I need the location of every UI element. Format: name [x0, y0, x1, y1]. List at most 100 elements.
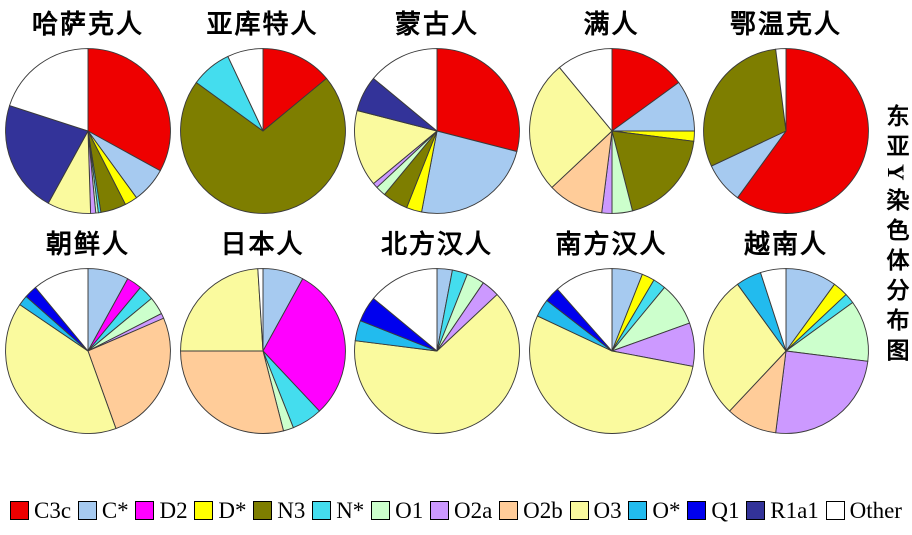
pie-row-1: 哈萨克人 亚库特人 蒙古人 满人 鄂温克人 [0, 4, 874, 216]
legend: C3c C* D2 D* N3 N* O1 O2a O2b O3 O* Q1 R1a1 Other [0, 493, 912, 527]
legend-item-O*: O* [628, 499, 681, 522]
pie-slice-O2b [179, 350, 284, 434]
pie-slice-Other [373, 268, 438, 352]
legend-swatch-D2 [135, 500, 155, 520]
pie-slice-N3 [611, 130, 694, 212]
legend-label: N* [336, 497, 365, 523]
pie-title: 鄂温克人 [729, 10, 842, 39]
pie-title: 蒙古人 [394, 10, 479, 39]
figure-vertical-title: 东亚Y染色体分布图 [883, 104, 908, 368]
pie-cell-korean: 朝鲜人 [2, 224, 174, 436]
pie-chart-vietnamese [703, 268, 869, 434]
legend-swatch-O3 [569, 500, 589, 520]
legend-swatch-N* [312, 500, 332, 520]
legend-label: O2b [523, 497, 563, 523]
legend-label: D* [218, 497, 247, 523]
legend-item-R1a1: R1a1 [746, 499, 819, 522]
pie-title: 亚库特人 [206, 10, 319, 39]
pie-title: 南方汉人 [555, 230, 668, 259]
legend-label: D2 [159, 497, 188, 523]
legend-label: N3 [277, 497, 306, 523]
pie-slice-O3 [5, 304, 117, 434]
pie-slice-N3 [179, 77, 346, 214]
pie-slice-O1 [785, 302, 869, 362]
pie-slice-O2a [775, 350, 869, 434]
pie-slice-O3 [528, 315, 693, 434]
legend-swatch-Other [825, 500, 845, 520]
legend-swatch-N3 [253, 500, 273, 520]
pie-slice-C3c [87, 48, 171, 172]
pie-cell-mongol: 蒙古人 [351, 4, 523, 216]
pie-chart-mongol [354, 48, 520, 214]
legend-item-C3c: C3c [10, 499, 71, 522]
legend-label: O3 [593, 497, 622, 523]
pie-cell-kazakh: 哈萨克人 [2, 4, 174, 216]
legend-swatch-O1 [371, 500, 391, 520]
pie-chart-kazakh [5, 48, 171, 214]
pie-slice-C3c [611, 48, 679, 132]
legend-item-D2: D2 [135, 497, 188, 523]
legend-label: O1 [395, 497, 424, 523]
pie-title: 满人 [583, 10, 640, 39]
legend-swatch-C3c [10, 500, 29, 520]
legend-label: C3c [34, 497, 72, 523]
pie-chart-korean [5, 268, 171, 434]
pie-slice-O3 [703, 283, 787, 412]
pie-chart-evenk [703, 48, 869, 214]
pie-row-2: 朝鲜人 日本人 北方汉人 南方汉人 越南人 [0, 224, 874, 436]
pie-slice-C3c [436, 48, 520, 152]
legend-swatch-O2b [499, 500, 519, 520]
pie-slice-Other [9, 48, 89, 132]
legend-item-O2a: O2a [430, 499, 492, 522]
pie-slice-R1a1 [5, 105, 89, 204]
pie-slice-Other [34, 268, 89, 352]
legend-item-O1: O1 [371, 499, 423, 522]
pie-slice-Other [558, 48, 612, 132]
legend-item-D*: D* [194, 497, 247, 523]
legend-item-N*: N* [312, 499, 364, 522]
pie-slice-Other [256, 268, 263, 352]
pie-chart-manchu [528, 48, 695, 214]
legend-label: C* [101, 497, 129, 523]
legend-swatch-C* [77, 500, 97, 520]
legend-item-Q1: Q1 [687, 499, 739, 522]
pie-slice-O2b [87, 317, 171, 430]
pie-slice-O3 [354, 110, 438, 185]
pie-slice-Other [373, 48, 438, 132]
pie-slice-Other [760, 268, 787, 352]
legend-swatch-O2a [430, 500, 449, 520]
pie-title: 越南人 [743, 230, 828, 259]
pie-slice-Other [226, 48, 263, 132]
pie-slice-C3c [262, 48, 327, 132]
pie-title: 日本人 [220, 230, 305, 259]
legend-label: Other [849, 497, 902, 523]
pie-slice-Other [556, 268, 612, 352]
pie-cell-southern-han: 南方汉人 [526, 224, 698, 436]
pie-title: 哈萨克人 [31, 10, 144, 39]
pie-slice-Other [775, 48, 787, 132]
pie-cell-northern-han: 北方汉人 [351, 224, 523, 436]
legend-swatch-D* [194, 500, 214, 520]
pie-cell-yakut: 亚库特人 [177, 4, 349, 216]
legend-label: Q1 [711, 497, 740, 523]
pie-cell-vietnamese: 越南人 [700, 224, 872, 436]
legend-swatch-R1a1 [746, 500, 766, 520]
pie-cell-evenk: 鄂温克人 [700, 4, 872, 216]
pie-chart-yakut [179, 48, 346, 214]
pie-cell-japanese: 日本人 [177, 224, 349, 436]
pie-cell-manchu: 满人 [526, 4, 698, 216]
pie-chart-japanese [179, 268, 346, 434]
pie-slice-C* [421, 130, 518, 214]
pie-title: 北方汉人 [380, 230, 493, 259]
legend-item-Other: Other [825, 497, 902, 523]
legend-label: O2a [454, 497, 493, 523]
charts-area: 哈萨克人 亚库特人 蒙古人 满人 鄂温克人 朝鲜人 [0, 4, 874, 436]
legend-item-C*: C* [77, 497, 129, 523]
pie-slice-N3 [703, 48, 787, 167]
legend-item-O2b: O2b [499, 499, 563, 522]
legend-swatch-O* [628, 500, 648, 520]
pie-slice-O3 [179, 268, 263, 352]
pie-slice-O3 [528, 67, 612, 188]
pie-chart-northern-han [354, 268, 520, 434]
